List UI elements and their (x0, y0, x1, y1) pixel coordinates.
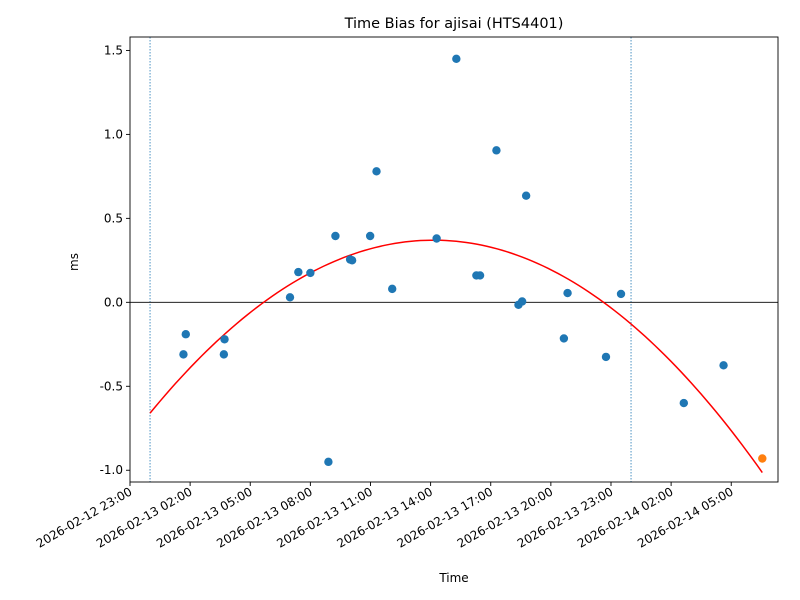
data-point (372, 167, 381, 176)
y-tick-label: 0.0 (104, 295, 123, 309)
data-point (181, 330, 190, 339)
data-point (388, 284, 397, 294)
data-point (679, 398, 689, 408)
data-point (563, 288, 572, 298)
data-point (475, 271, 485, 280)
y-tick-label: 1.5 (104, 43, 123, 57)
data-point (347, 256, 357, 265)
data-point (616, 289, 626, 299)
data-point (559, 334, 569, 343)
data-point (719, 361, 728, 370)
data-point (517, 297, 527, 306)
y-axis-label: ms (67, 253, 81, 271)
data-point (220, 335, 229, 344)
data-point (521, 191, 531, 200)
data-point (324, 457, 333, 467)
highlight-point (758, 454, 767, 463)
data-point (365, 231, 375, 241)
data-point (331, 231, 340, 241)
data-point (219, 350, 229, 359)
y-tick-label: -1.0 (100, 463, 123, 477)
chart-title: Time Bias for ajisai (HTS4401) (344, 16, 564, 32)
data-point (285, 293, 295, 302)
plot-frame (129, 36, 779, 483)
data-point (432, 234, 441, 243)
plot-area (129, 36, 779, 483)
data-point (452, 54, 461, 64)
x-axis-label: Time (438, 571, 468, 585)
y-tick-label: 1.0 (104, 127, 123, 141)
data-point (601, 352, 611, 362)
y-axis: -1.0 -0.5 0.0 0.5 1.0 1.5 (100, 43, 130, 477)
data-point (492, 146, 501, 155)
y-tick-label: 0.5 (104, 211, 123, 225)
data-point (294, 267, 303, 277)
y-tick-label: -0.5 (100, 379, 123, 393)
data-point (306, 268, 315, 278)
fit-curve (149, 239, 763, 473)
data-point (179, 350, 188, 359)
